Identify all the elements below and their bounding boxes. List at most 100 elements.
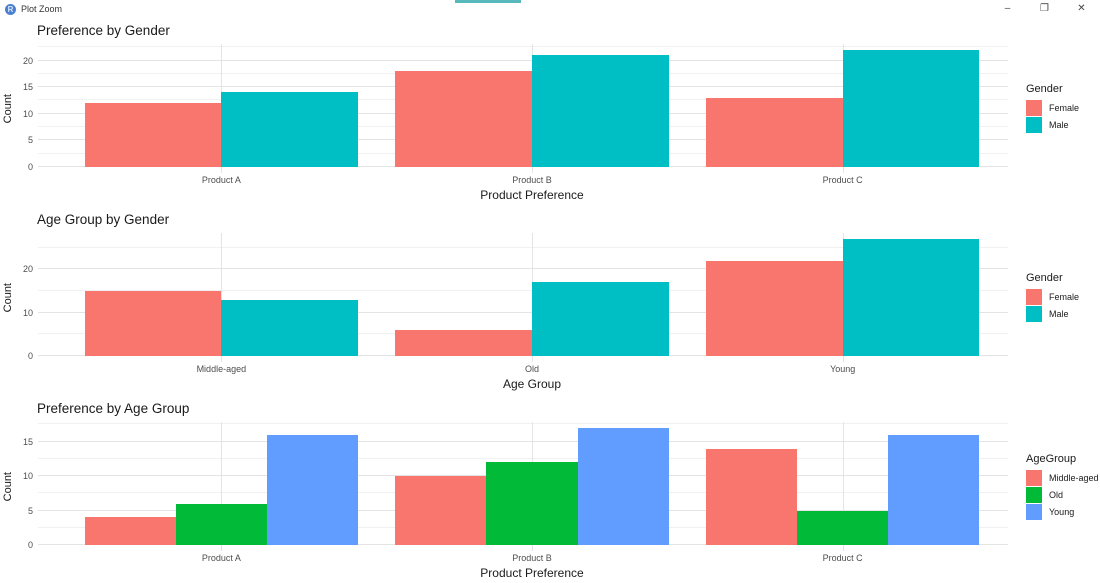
bar-group	[687, 238, 998, 356]
legend-key-label: Middle-aged	[1049, 472, 1099, 483]
bar-group	[66, 92, 377, 167]
bar-group	[66, 290, 377, 356]
minor-gridline	[38, 246, 1008, 248]
x-tick-label: Product B	[512, 553, 552, 563]
legend-items: Female Male	[1026, 99, 1100, 134]
bar-middle-aged	[395, 476, 487, 545]
r-logo-icon: R	[5, 3, 16, 15]
y-tick-label: 0	[27, 162, 33, 172]
minor-gridline	[38, 289, 1008, 291]
bar-old	[797, 510, 889, 545]
legend-key-swatch	[1026, 486, 1042, 503]
bar-old	[175, 503, 267, 545]
category-cell	[377, 44, 688, 173]
legend-item: Female	[1026, 289, 1100, 305]
bar-male	[221, 92, 359, 167]
legend-item: Male	[1026, 117, 1100, 133]
y-tick-label: 0	[27, 351, 33, 361]
chart-preference-by-gender: Preference by Gender Count 0 5 10 15 20 Prod…	[0, 23, 1100, 202]
legend: Gender Female Male	[1008, 233, 1100, 362]
x-tick-label: Old	[525, 364, 540, 374]
legend-title: AgeGroup	[1026, 452, 1077, 465]
close-button[interactable]: ✕	[1077, 3, 1086, 14]
category-cell	[377, 422, 688, 551]
legend-key-swatch	[1026, 289, 1042, 305]
bar-group	[377, 55, 688, 167]
chart-title: Preference by Age Group	[37, 401, 190, 416]
y-axis-tick-labels: 0 10 20	[16, 233, 38, 362]
legend-key-label: Female	[1049, 292, 1080, 302]
restore-button[interactable]: ❐	[1040, 3, 1049, 14]
y-tick-label: 10	[22, 108, 33, 119]
x-axis-title: Product Preference	[480, 566, 584, 580]
bar-old	[486, 462, 578, 545]
legend-key-label: Male	[1049, 120, 1069, 130]
category-cell	[66, 422, 377, 551]
x-axis-tick-labels: Middle-aged Old Young	[38, 364, 1008, 377]
vertical-gridline	[221, 422, 223, 551]
x-axis-tick-labels: Product A Product B Product C	[38, 175, 1008, 188]
plot-region: Product A Product B Product C Product Pref…	[38, 422, 1008, 580]
y-tick-label: 20	[22, 55, 33, 66]
minor-gridline	[38, 46, 1008, 48]
y-axis-title-text: Count	[2, 282, 14, 313]
bar-female	[705, 97, 843, 167]
chart-title: Preference by Gender	[37, 23, 170, 38]
plot-panel	[38, 44, 1008, 173]
x-tick-label: Young	[830, 364, 856, 374]
bar-male	[842, 49, 980, 167]
y-axis-tick-labels: 0 5 10 15 20	[16, 44, 38, 173]
bar-female	[84, 103, 222, 167]
y-tick-label: 15	[22, 436, 33, 447]
window-controls: – ❐ ✕	[989, 0, 1100, 18]
category-cell	[687, 233, 998, 362]
bar-group	[66, 434, 377, 545]
x-axis-tick-labels: Product A Product B Product C	[38, 553, 1008, 566]
category-cell	[66, 233, 377, 362]
bar-group	[377, 427, 688, 545]
y-axis-title-text: Count	[2, 471, 14, 502]
legend-key-swatch	[1026, 100, 1042, 116]
bar-group	[377, 282, 688, 356]
window-title: Plot Zoom	[21, 4, 63, 14]
legend: Gender Female Male	[1008, 44, 1100, 173]
x-tick-label: Product A	[201, 553, 241, 563]
y-tick-label: 10	[22, 307, 33, 318]
category-cell	[66, 44, 377, 173]
x-tick-label: Middle-aged	[196, 364, 247, 374]
major-gridline	[38, 59, 1008, 61]
legend-title: Gender	[1026, 272, 1063, 284]
y-axis-title-text: Count	[2, 93, 14, 124]
legend-item: Middle-aged	[1026, 469, 1100, 486]
legend-item: Young	[1026, 503, 1100, 520]
bar-male	[532, 282, 669, 356]
major-gridline	[38, 440, 1008, 442]
bar-middle-aged	[705, 448, 798, 545]
legend: AgeGroup Middle-aged Old Young	[1008, 422, 1100, 551]
legend-item: Male	[1026, 306, 1100, 322]
vertical-gridline	[221, 233, 223, 362]
x-tick-label: Product B	[512, 175, 552, 185]
legend-title: Gender	[1026, 83, 1063, 95]
bar-young	[266, 434, 359, 545]
chart-title: Age Group by Gender	[37, 212, 170, 227]
legend-key-swatch	[1026, 306, 1042, 322]
minor-gridline	[38, 423, 1008, 425]
y-axis-tick-labels: 0 5 10 15	[16, 422, 38, 551]
legend-item: Female	[1026, 100, 1100, 116]
plot-canvas: Preference by Gender Count 0 5 10 15 20 Prod…	[0, 18, 1100, 580]
category-cell	[377, 233, 688, 362]
legend-key-swatch	[1026, 503, 1042, 520]
y-axis-title: Count	[0, 233, 16, 362]
minimize-button[interactable]: –	[1004, 3, 1011, 14]
plot-panel	[38, 422, 1008, 551]
bar-male	[532, 55, 669, 167]
x-tick-label: Product C	[822, 553, 863, 563]
x-axis-title: Product Preference	[480, 188, 584, 202]
plot-panel	[38, 233, 1008, 362]
vertical-gridline	[842, 422, 844, 551]
x-tick-label: Product C	[822, 175, 863, 185]
y-tick-label: 20	[22, 264, 33, 275]
y-tick-label: 0	[27, 540, 33, 550]
window-titlebar: R Plot Zoom – ❐ ✕	[0, 0, 1100, 18]
